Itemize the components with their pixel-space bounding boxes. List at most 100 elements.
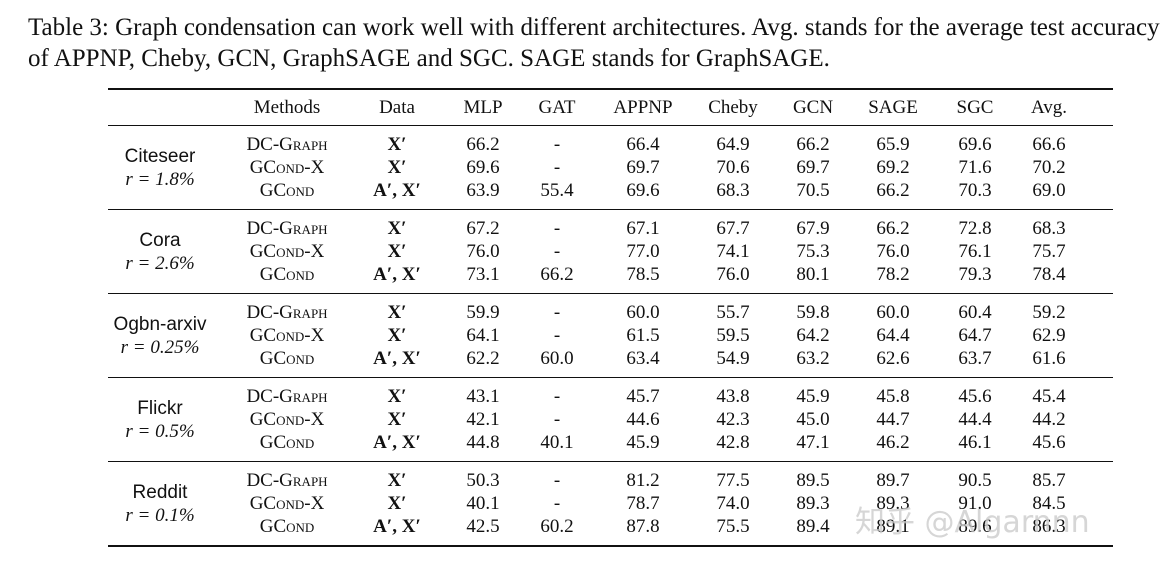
- column-header: Avg.: [1030, 97, 1068, 118]
- column-header: SAGE: [868, 97, 918, 118]
- table-cell: 64.2: [796, 325, 830, 346]
- table-cell: 89.4: [796, 516, 830, 537]
- method-name: DC-Graph: [246, 386, 328, 407]
- table-cell: 44.8: [466, 432, 500, 453]
- method-name: GCond: [259, 348, 315, 369]
- table-cell: 66.2: [796, 134, 830, 155]
- table-cell: -: [553, 157, 561, 178]
- table-cell: 54.9: [716, 348, 750, 369]
- table-cell: 84.5: [1032, 493, 1066, 514]
- table-cell: 66.2: [540, 264, 574, 285]
- method-name: DC-Graph: [246, 218, 328, 239]
- table-cell: 80.1: [796, 264, 830, 285]
- data-type: X′: [387, 409, 407, 430]
- table-cell: 45.0: [796, 409, 830, 430]
- method-name: GCond-X: [249, 493, 325, 514]
- table-cell: -: [553, 302, 561, 323]
- table-cell: 69.0: [1032, 180, 1066, 201]
- table-cell: 76.0: [876, 241, 910, 262]
- table-cell: 63.2: [796, 348, 830, 369]
- table-cell: 86.3: [1032, 516, 1066, 537]
- table-cell: 69.6: [626, 180, 660, 201]
- table-cell: 76.0: [716, 264, 750, 285]
- table-rule: [108, 377, 1113, 378]
- table-cell: 69.6: [466, 157, 500, 178]
- table-cell: 67.1: [626, 218, 660, 239]
- method-name: DC-Graph: [246, 470, 328, 491]
- table-cell: 75.7: [1032, 241, 1066, 262]
- table-cell: 66.2: [466, 134, 500, 155]
- table-cell: 66.6: [1032, 134, 1066, 155]
- table-cell: 72.8: [958, 218, 992, 239]
- method-name: GCond-X: [249, 325, 325, 346]
- table-cell: 78.2: [876, 264, 910, 285]
- method-name: GCond: [259, 516, 315, 537]
- table-cell: 75.5: [716, 516, 750, 537]
- table-cell: 68.3: [716, 180, 750, 201]
- column-header: Methods: [253, 97, 321, 118]
- table-rule: [108, 461, 1113, 462]
- table-cell: 55.7: [716, 302, 750, 323]
- table-cell: 70.3: [958, 180, 992, 201]
- table-cell: 60.0: [626, 302, 660, 323]
- data-type: A′, X′: [373, 264, 421, 285]
- table-cell: 64.7: [958, 325, 992, 346]
- method-name: GCond: [259, 264, 315, 285]
- table-cell: -: [553, 386, 561, 407]
- table-cell: 45.9: [796, 386, 830, 407]
- column-header: GCN: [792, 97, 834, 118]
- table-cell: 40.1: [540, 432, 574, 453]
- table-cell: 61.6: [1032, 348, 1066, 369]
- column-header: GAT: [538, 97, 576, 118]
- table-cell: 60.0: [540, 348, 574, 369]
- table-cell: 89.1: [876, 516, 910, 537]
- table-cell: 71.6: [958, 157, 992, 178]
- table-cell: 90.5: [958, 470, 992, 491]
- table-cell: 42.8: [716, 432, 750, 453]
- table-cell: 65.9: [876, 134, 910, 155]
- method-name: GCond: [259, 180, 315, 201]
- caption: Table 3: Graph condensation can work wel…: [28, 14, 1160, 72]
- table-cell: -: [553, 218, 561, 239]
- table-cell: -: [553, 325, 561, 346]
- table-rule: [108, 293, 1113, 294]
- table-cell: 91.0: [958, 493, 992, 514]
- column-header: Data: [379, 97, 415, 118]
- table-cell: 55.4: [540, 180, 574, 201]
- table-cell: 64.4: [876, 325, 910, 346]
- table-cell: 44.7: [876, 409, 910, 430]
- table-cell: 59.8: [796, 302, 830, 323]
- table-cell: 46.1: [958, 432, 992, 453]
- data-type: X′: [387, 302, 407, 323]
- ratio: r = 0.5%: [125, 421, 195, 442]
- table-cell: 68.3: [1032, 218, 1066, 239]
- data-type: X′: [387, 325, 407, 346]
- table-cell: 69.2: [876, 157, 910, 178]
- table-cell: 69.7: [796, 157, 830, 178]
- table-cell: 78.7: [626, 493, 660, 514]
- table-cell: 45.7: [626, 386, 660, 407]
- data-type: X′: [387, 493, 407, 514]
- data-type: X′: [387, 241, 407, 262]
- table-cell: 47.1: [796, 432, 830, 453]
- table-cell: 67.7: [716, 218, 750, 239]
- dataset-name: Flickr: [137, 398, 183, 419]
- table-cell: 59.5: [716, 325, 750, 346]
- data-type: X′: [387, 157, 407, 178]
- table-cell: 60.0: [876, 302, 910, 323]
- table-cell: 60.2: [540, 516, 574, 537]
- table-cell: -: [553, 409, 561, 430]
- table-cell: 70.6: [716, 157, 750, 178]
- table-rule: [108, 125, 1113, 126]
- table-cell: 43.8: [716, 386, 750, 407]
- table-cell: 59.2: [1032, 302, 1066, 323]
- table-cell: 89.3: [796, 493, 830, 514]
- table-rule: [108, 545, 1113, 547]
- table-cell: 76.1: [958, 241, 992, 262]
- table-cell: -: [553, 241, 561, 262]
- ratio: r = 2.6%: [125, 253, 195, 274]
- table-cell: 44.6: [626, 409, 660, 430]
- data-type: X′: [387, 134, 407, 155]
- ratio: r = 0.25%: [120, 337, 200, 358]
